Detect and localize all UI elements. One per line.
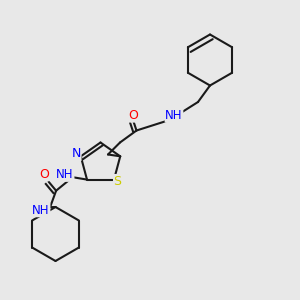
- Text: N: N: [72, 147, 81, 161]
- Text: NH: NH: [32, 204, 50, 217]
- Text: O: O: [129, 109, 138, 122]
- Text: O: O: [39, 168, 49, 181]
- Text: NH: NH: [56, 168, 74, 181]
- Text: NH: NH: [165, 109, 183, 122]
- Text: S: S: [114, 175, 122, 188]
